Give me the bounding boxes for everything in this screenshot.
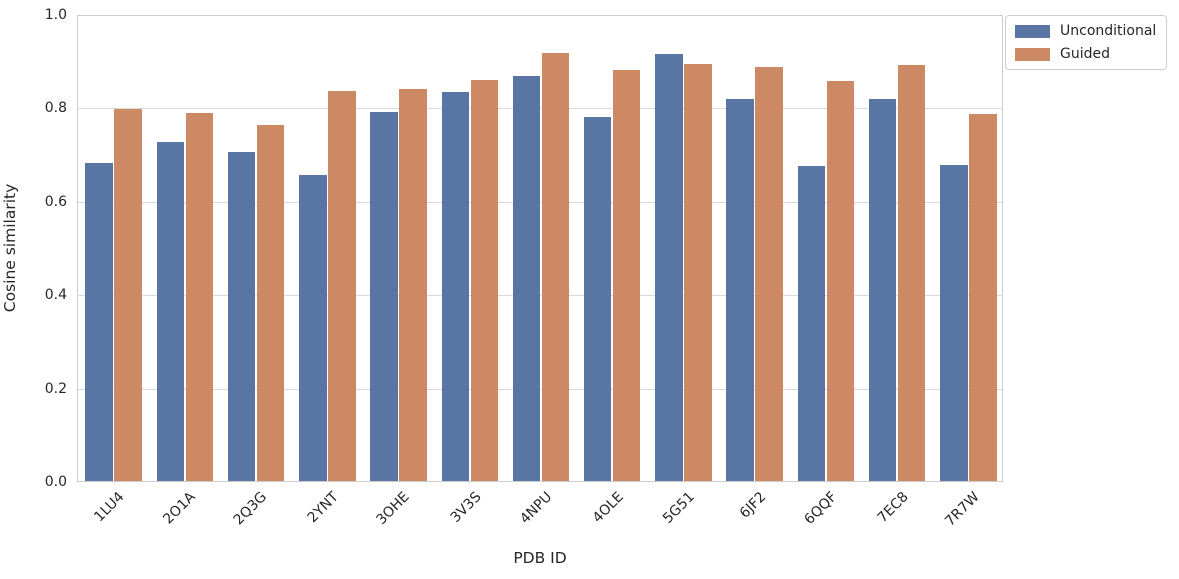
bar-unconditional-2ynt xyxy=(299,174,327,481)
bar-guided-5g51 xyxy=(684,63,712,481)
bar-guided-7ec8 xyxy=(897,65,926,481)
y-axis-label: Cosine similarity xyxy=(1,183,19,313)
x-tick-label-1lu4: 1LU4 xyxy=(91,489,128,526)
bar-guided-6qqf xyxy=(826,80,855,481)
x-tick-label-4ole: 4OLE xyxy=(589,489,627,527)
y-tick-label: 1.0 xyxy=(44,7,67,23)
y-tick-label: 0.0 xyxy=(44,474,67,490)
x-tick-label-5g51: 5G51 xyxy=(659,489,698,527)
x-axis-label: PDB ID xyxy=(513,549,567,567)
bar-unconditional-5g51 xyxy=(655,53,683,481)
legend-swatch xyxy=(1015,24,1050,38)
bar-unconditional-6jf2 xyxy=(726,99,754,481)
bar-unconditional-3ohe xyxy=(370,112,398,481)
legend-label: Guided xyxy=(1060,46,1110,62)
legend-label: Unconditional xyxy=(1060,23,1157,39)
x-tick-label-2o1a: 2O1A xyxy=(160,489,200,528)
x-tick-label-2ynt: 2YNT xyxy=(304,489,342,527)
bar-unconditional-7ec8 xyxy=(868,99,897,481)
bar-guided-7r7w xyxy=(969,113,997,481)
x-tick-label-6jf2: 6JF2 xyxy=(736,489,770,522)
y-tick-label: 0.8 xyxy=(44,100,67,117)
legend-item-unconditional: Unconditional xyxy=(1015,23,1156,39)
bar-unconditional-3v3s xyxy=(441,92,470,481)
x-tick-label-2q3g: 2Q3G xyxy=(231,489,271,529)
plot-area xyxy=(77,15,1003,482)
bar-unconditional-2q3g xyxy=(227,151,256,481)
x-tick-label-6qqf: 6QQF xyxy=(801,489,841,528)
y-tick-label: 0.6 xyxy=(44,193,67,210)
bar-unconditional-4ole xyxy=(583,116,612,481)
x-tick-label-3ohe: 3OHE xyxy=(373,489,413,529)
x-tick-label-7ec8: 7EC8 xyxy=(874,489,912,527)
bar-unconditional-7r7w xyxy=(940,165,968,481)
bar-unconditional-1lu4 xyxy=(85,162,113,481)
bar-guided-2o1a xyxy=(185,113,214,481)
bar-guided-1lu4 xyxy=(114,108,142,481)
x-tick-label-4npu: 4NPU xyxy=(517,489,556,528)
bar-guided-2ynt xyxy=(328,90,356,481)
bar-guided-4ole xyxy=(612,70,641,481)
legend: Unconditional Guided xyxy=(1005,15,1168,70)
bar-unconditional-4npu xyxy=(512,75,541,481)
bar-guided-2q3g xyxy=(256,124,285,481)
x-tick-label-3v3s: 3V3S xyxy=(447,489,485,526)
legend-item-guided: Guided xyxy=(1015,46,1156,62)
bar-guided-3v3s xyxy=(470,79,499,481)
bar-unconditional-6qqf xyxy=(797,166,826,481)
y-tick-label: 0.4 xyxy=(44,287,67,304)
bar-guided-4npu xyxy=(541,52,570,481)
bar-guided-3ohe xyxy=(399,88,427,481)
legend-swatch xyxy=(1015,47,1050,61)
bar-guided-6jf2 xyxy=(755,67,783,481)
y-tick-label: 0.2 xyxy=(44,380,67,397)
bar-unconditional-2o1a xyxy=(156,142,185,481)
x-tick-label-7r7w: 7R7W xyxy=(942,489,983,530)
